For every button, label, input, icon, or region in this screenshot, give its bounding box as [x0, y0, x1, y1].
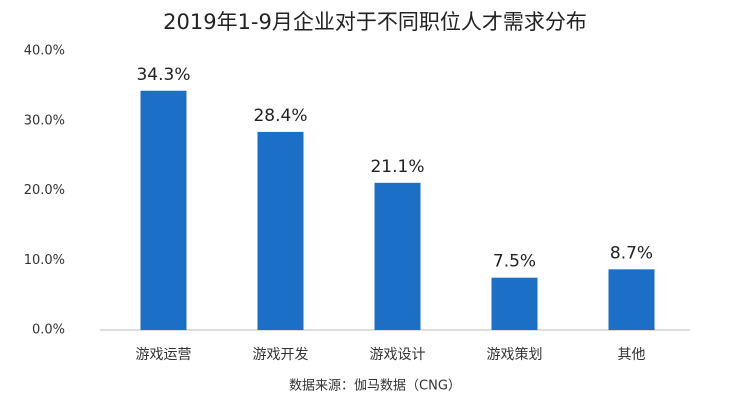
bar [491, 277, 538, 330]
x-tick-label: 其他 [618, 347, 646, 363]
x-tick-label: 游戏开发 [253, 347, 309, 363]
y-tick-label: 40.0% [24, 44, 65, 59]
value-label: 21.1% [370, 157, 424, 177]
x-tick-label: 游戏设计 [370, 347, 426, 363]
bar [608, 269, 655, 330]
y-tick-label: 30.0% [24, 113, 65, 128]
bar [257, 131, 304, 330]
bar [374, 182, 421, 330]
x-tick-label: 游戏运营 [136, 347, 192, 363]
y-tick-label: 20.0% [24, 183, 65, 198]
value-label: 7.5% [493, 252, 536, 272]
y-tick-label: 0.0% [32, 323, 65, 338]
chart-title: 2019年1-9月企业对于不同职位人才需求分布 [163, 10, 587, 34]
value-label: 8.7% [610, 243, 653, 263]
y-tick-label: 10.0% [24, 253, 65, 268]
value-label: 34.3% [136, 65, 190, 85]
value-label: 28.4% [253, 106, 307, 126]
bar [140, 90, 187, 330]
x-tick-label: 游戏策划 [487, 346, 543, 363]
source-note: 数据来源：伽马数据（CNG） [289, 379, 461, 394]
